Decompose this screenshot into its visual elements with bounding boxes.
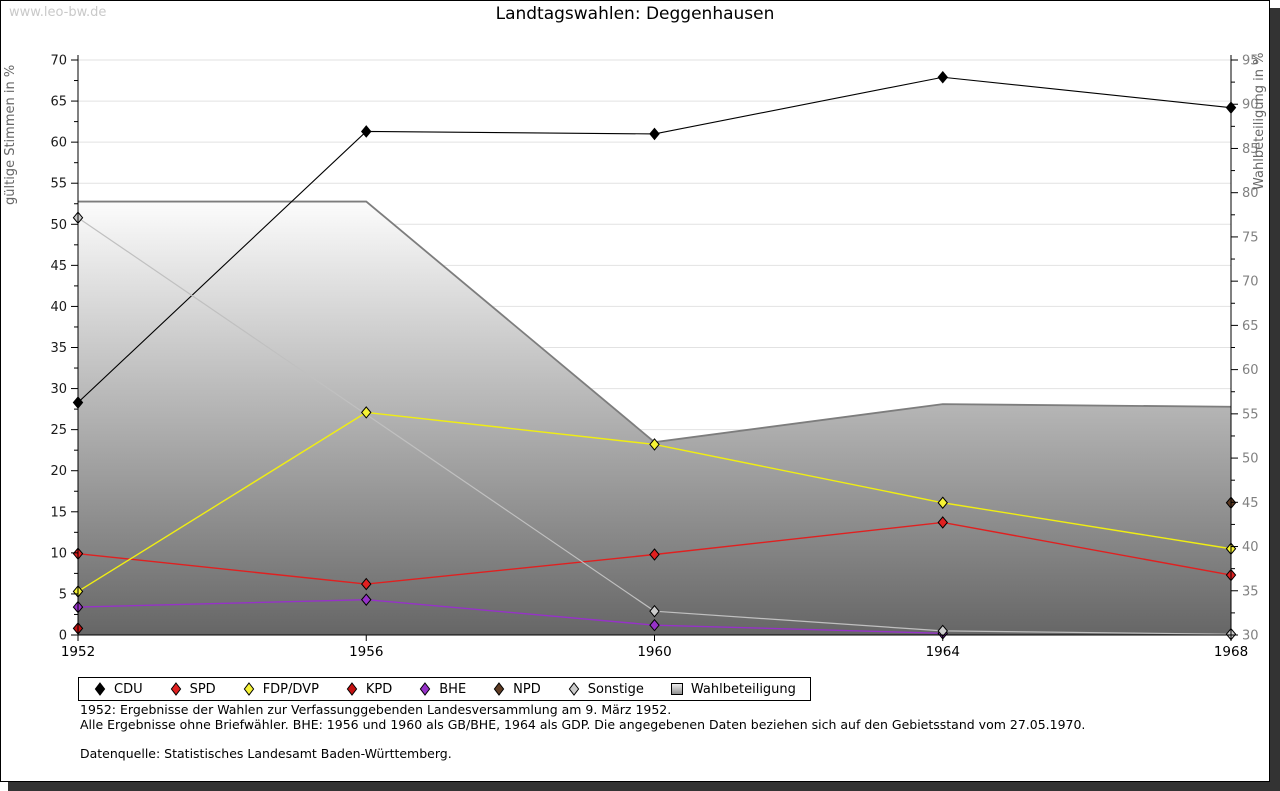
- svg-text:75: 75: [1242, 230, 1259, 245]
- svg-text:60: 60: [50, 136, 67, 151]
- legend-label-wahlbeteiligung: Wahlbeteiligung: [690, 681, 796, 697]
- svg-text:50: 50: [50, 218, 67, 233]
- svg-text:85: 85: [1242, 142, 1259, 157]
- svg-text:30: 30: [1242, 629, 1259, 644]
- svg-text:1968: 1968: [1214, 644, 1248, 660]
- legend-item-npd: NPD: [492, 682, 541, 697]
- svg-text:1964: 1964: [926, 644, 960, 660]
- left-axis-ticks: 0 5 10 15 20 25 30 35 40 45 50 55 60 65 70: [50, 54, 78, 644]
- right-axis-title: Wahlbeteiligung in %: [1252, 53, 1267, 190]
- wahlbeteiligung-area: [78, 200, 1232, 636]
- svg-text:35: 35: [1242, 584, 1259, 599]
- legend-item-sonstige: Sonstige: [567, 682, 644, 697]
- legend-label-sonstige: Sonstige: [587, 681, 644, 697]
- legend-marker-icon: [493, 682, 505, 696]
- svg-text:90: 90: [1242, 98, 1259, 113]
- legend-marker-icon: [420, 682, 431, 696]
- svg-text:25: 25: [50, 423, 67, 438]
- chart-plot-area: 0 5 10 15 20 25 30 35 40 45 50 55 60 65 70 30 35 40 45 50 55…: [3, 53, 1267, 660]
- watermark: www.leo-bw.de: [9, 5, 107, 20]
- legend-label-spd: SPD: [189, 681, 216, 697]
- legend-marker-icon: [170, 682, 181, 696]
- legend-marker-icon: [670, 683, 683, 695]
- svg-text:70: 70: [50, 54, 67, 69]
- legend-item-spd: SPD: [169, 682, 216, 697]
- svg-text:20: 20: [50, 464, 67, 479]
- legend-label-kpd: KPD: [365, 681, 393, 697]
- svg-text:70: 70: [1242, 275, 1259, 290]
- footnote-line-2: Alle Ergebnisse ohne Briefwähler. BHE: 1…: [80, 716, 1086, 732]
- svg-text:1952: 1952: [61, 644, 95, 660]
- chart-footnotes: 1952: Ergebnisse der Wahlen zur Verfassu…: [80, 702, 1086, 732]
- legend-item-wahlbeteiligung: Wahlbeteiligung: [670, 682, 796, 697]
- svg-text:1960: 1960: [637, 644, 671, 660]
- legend-item-bhe: BHE: [418, 682, 466, 697]
- svg-text:10: 10: [50, 546, 67, 561]
- svg-text:50: 50: [1242, 452, 1259, 467]
- svg-text:0: 0: [59, 629, 67, 644]
- legend-item-kpd: KPD: [345, 682, 392, 697]
- svg-text:5: 5: [59, 587, 67, 602]
- svg-text:40: 40: [1242, 540, 1259, 555]
- right-axis-ticks: 30 35 40 45 50 55 60 65 70 75 80 85 90 95: [1231, 54, 1259, 644]
- legend-label-bhe: BHE: [439, 681, 467, 697]
- left-axis-title: gültige Stimmen in %: [3, 65, 18, 205]
- svg-text:15: 15: [50, 505, 67, 520]
- legend-marker-icon: [568, 682, 579, 696]
- legend-label-fdp-dvp: FDP/DVP: [262, 681, 319, 697]
- drop-shadow-bottom: [8, 782, 1280, 791]
- svg-text:95: 95: [1242, 54, 1259, 69]
- legend-marker-icon: [94, 682, 106, 696]
- svg-text:35: 35: [50, 341, 67, 356]
- chart-title: Landtagswahlen: Deggenhausen: [495, 4, 775, 24]
- legend-marker-icon: [346, 682, 358, 696]
- footnote-source: Datenquelle: Statistisches Landesamt Bad…: [80, 746, 452, 761]
- legend-label-npd: NPD: [513, 681, 541, 697]
- svg-text:40: 40: [50, 300, 67, 315]
- svg-text:45: 45: [50, 259, 67, 274]
- election-chart-svg: 0 5 10 15 20 25 30 35 40 45 50 55 60 65 70 30 35 40 45 50 55…: [3, 53, 1267, 660]
- x-axis-ticks: 1952 1956 1960 1964 1968: [61, 635, 1248, 660]
- svg-text:80: 80: [1242, 186, 1259, 201]
- legend-label-cdu: CDU: [114, 681, 143, 697]
- chart-legend: CDU SPD FDP/DVP KPD BHE NPD Sonstige Wahlbetei…: [78, 677, 811, 701]
- svg-text:65: 65: [50, 95, 67, 110]
- drop-shadow-right: [1270, 8, 1280, 791]
- legend-item-fdp-dvp: FDP/DVP: [242, 682, 319, 697]
- svg-text:60: 60: [1242, 363, 1259, 378]
- svg-text:45: 45: [1242, 496, 1259, 511]
- legend-marker-icon: [243, 682, 254, 696]
- legend-item-cdu: CDU: [93, 682, 143, 697]
- series-line-bhe: [77, 598, 943, 635]
- svg-text:65: 65: [1242, 319, 1259, 334]
- svg-text:55: 55: [1242, 407, 1259, 422]
- footnote-line-1: 1952: Ergebnisse der Wahlen zur Verfassu…: [80, 702, 672, 717]
- svg-text:30: 30: [50, 382, 67, 397]
- svg-text:55: 55: [50, 177, 67, 192]
- svg-text:1956: 1956: [349, 644, 383, 660]
